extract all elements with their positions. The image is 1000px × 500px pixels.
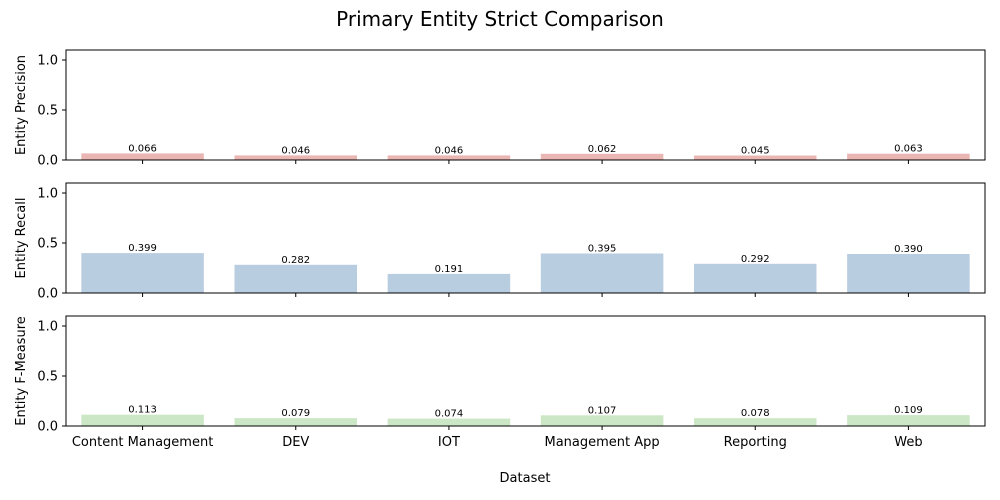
bar — [693, 263, 817, 293]
y-tick-label: 0.0 — [37, 287, 58, 302]
y-tick-label: 0.0 — [37, 420, 58, 435]
y-tick-label: 0.0 — [37, 154, 58, 169]
bar — [387, 273, 511, 293]
x-tick-label: Reporting — [724, 435, 787, 450]
bar — [540, 253, 664, 293]
data-label: 0.292 — [741, 254, 770, 265]
data-label: 0.046 — [435, 145, 464, 156]
x-tick-label: Management App — [544, 435, 659, 450]
y-tick-label: 0.5 — [37, 370, 58, 385]
bar — [387, 418, 511, 426]
y-tick-label: 0.5 — [37, 237, 58, 252]
bar — [540, 415, 664, 426]
data-label: 0.063 — [894, 144, 923, 155]
chart-panels: 0.066 0.046 0.046 0.062 0.045 0.063 0.0 0.5 1.0 E… — [14, 49, 986, 450]
panel-2: 0.399 0.282 0.191 0.395 0.292 0.390 0.0 0.5 1.0 E… — [14, 182, 986, 302]
panel-frame — [65, 315, 986, 427]
data-label: 0.046 — [281, 145, 310, 156]
x-tick-label: Content Management — [72, 435, 213, 450]
panel-1: 0.066 0.046 0.046 0.062 0.045 0.063 0.0 0.5 1.0 E… — [14, 49, 986, 169]
data-label: 0.107 — [588, 405, 617, 416]
x-axis-label: Dataset — [500, 471, 551, 486]
y-axis-label: Entity Recall — [14, 198, 29, 279]
panel-frame — [65, 49, 986, 161]
data-label: 0.390 — [894, 244, 923, 255]
y-axis-label: Entity Precision — [14, 55, 29, 155]
bar — [693, 418, 817, 426]
data-label: 0.078 — [741, 408, 770, 419]
bar — [234, 155, 358, 160]
bar — [234, 418, 358, 426]
data-label: 0.399 — [128, 243, 157, 254]
y-tick-label: 1.0 — [37, 320, 58, 335]
data-label: 0.079 — [281, 408, 310, 419]
panel-3: 0.113 0.079 0.074 0.107 0.078 0.109 0.0 0.5 1.0 C… — [14, 315, 986, 450]
bar — [234, 264, 358, 293]
bar — [81, 253, 204, 293]
y-tick-label: 1.0 — [37, 54, 58, 69]
y-tick-label: 1.0 — [37, 187, 58, 202]
data-label: 0.045 — [741, 146, 770, 157]
panel-frame — [65, 182, 986, 294]
bar — [693, 155, 817, 160]
data-label: 0.109 — [894, 405, 923, 416]
data-label: 0.113 — [128, 405, 157, 416]
bar — [847, 254, 970, 293]
bar — [81, 414, 204, 426]
data-label: 0.062 — [588, 144, 617, 155]
bar — [81, 153, 204, 160]
data-label: 0.074 — [435, 409, 464, 420]
y-axis-label: Entity F-Measure — [14, 316, 29, 426]
x-tick-label: IOT — [438, 435, 460, 450]
data-label: 0.282 — [281, 255, 310, 266]
y-tick-label: 0.5 — [37, 104, 58, 119]
bar — [540, 153, 664, 160]
data-label: 0.191 — [435, 264, 464, 275]
bar — [847, 415, 970, 426]
bar — [847, 153, 970, 160]
data-label: 0.066 — [128, 143, 157, 154]
x-tick-label: DEV — [282, 435, 309, 450]
bar — [387, 155, 511, 160]
x-tick-label: Web — [894, 435, 922, 450]
data-label: 0.395 — [588, 244, 617, 255]
chart-title: Primary Entity Strict Comparison — [336, 7, 664, 31]
